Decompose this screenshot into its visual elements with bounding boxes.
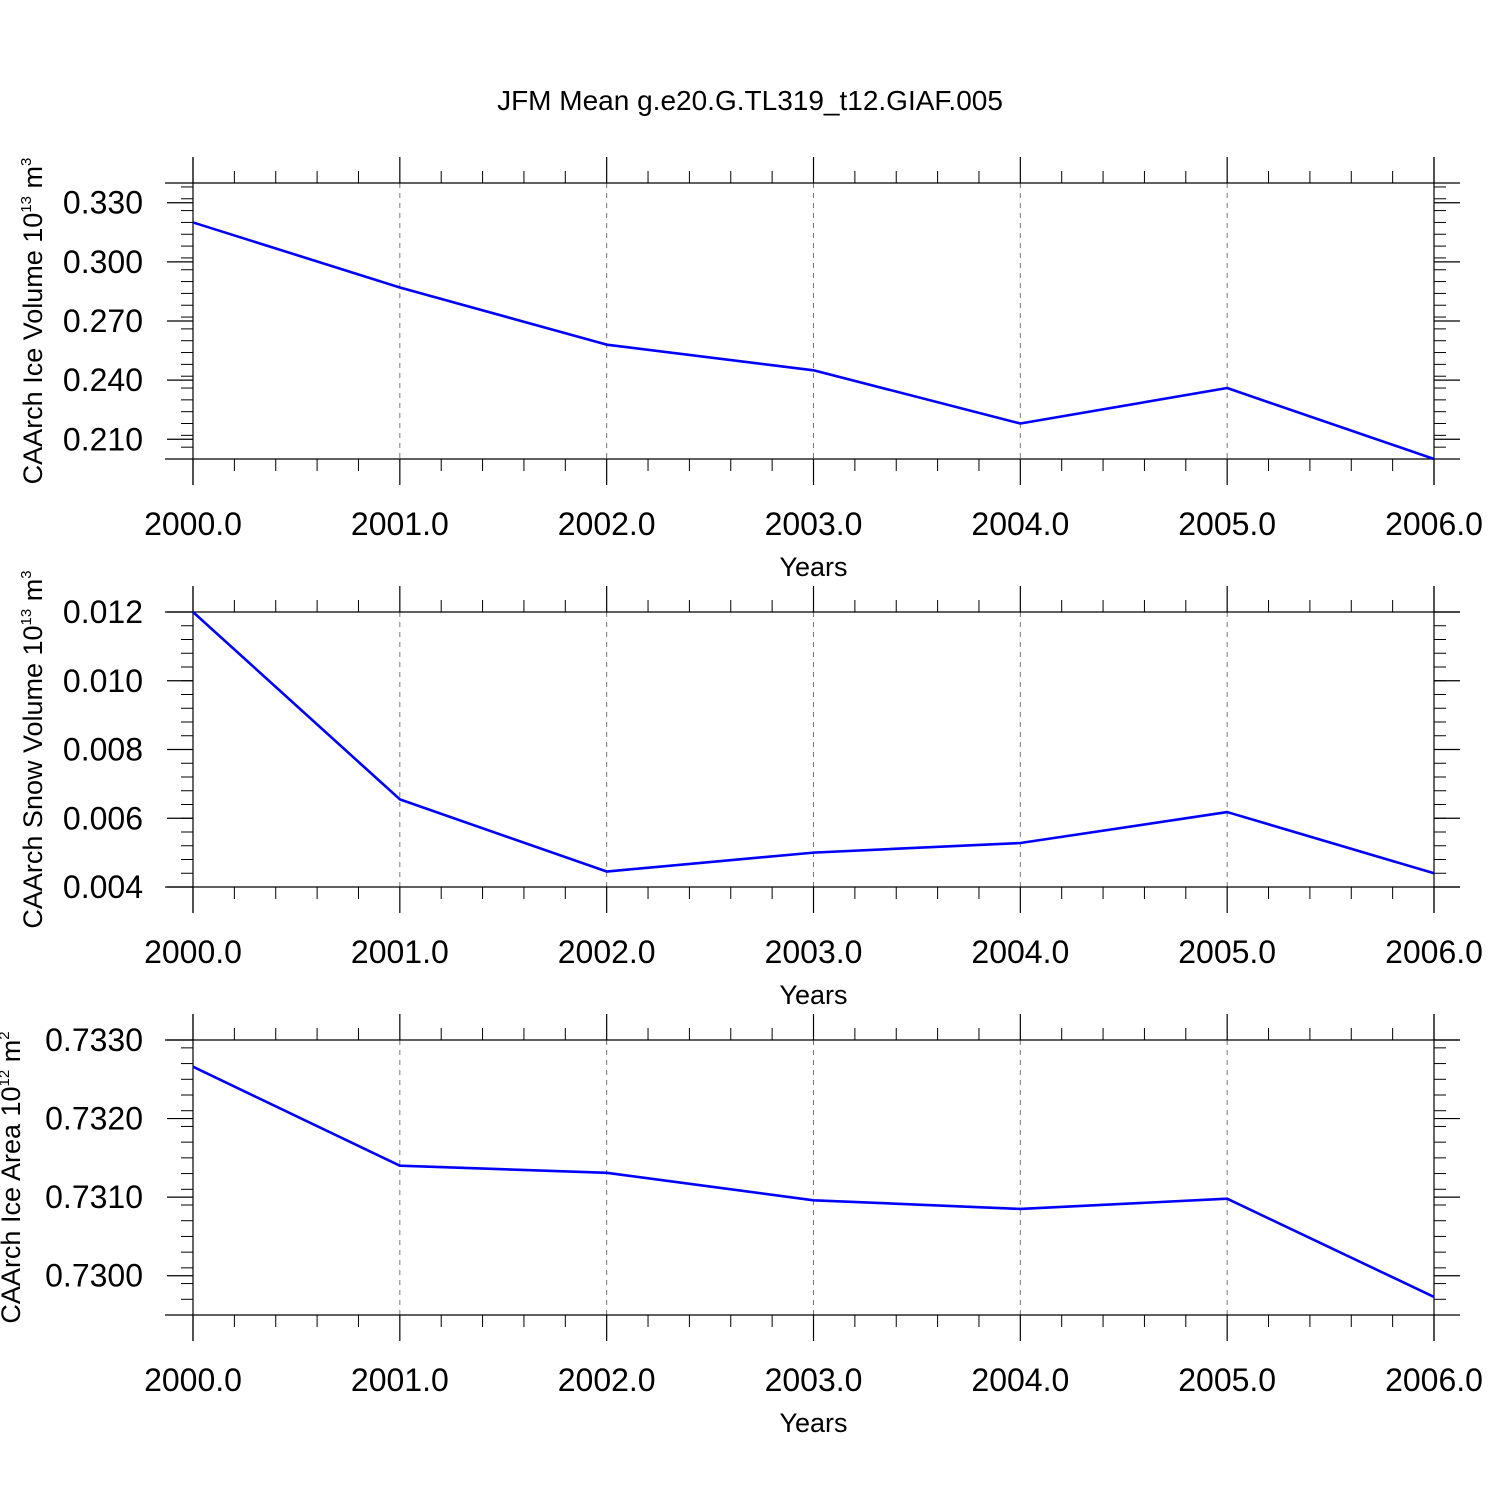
y-tick-label: 0.300 xyxy=(63,244,143,280)
y-tick-label: 0.330 xyxy=(63,185,143,221)
chart-panel-2: 2000.0 2001.0 2002.0 2003.0 2004.0 2005.0 2006… xyxy=(18,570,1483,1010)
x-tick-label: 2004.0 xyxy=(971,934,1069,970)
x-tick-label: 2002.0 xyxy=(558,506,656,542)
y-axis-label-superscript: 3 xyxy=(18,158,35,166)
x-tick-label: 2005.0 xyxy=(1178,1362,1276,1398)
y-tick-label: 0.006 xyxy=(63,800,143,836)
x-tick-label: 2003.0 xyxy=(765,506,863,542)
x-tick-label: 2001.0 xyxy=(351,934,449,970)
y-tick-label: 0.240 xyxy=(63,362,143,398)
x-axis-label: Years xyxy=(779,1408,847,1438)
y-axis-label-text: m xyxy=(18,579,48,609)
y-tick-label: 0.008 xyxy=(63,732,143,768)
y-axis-label-superscript: 2 xyxy=(0,1031,13,1039)
y-axis-label-text: CAArch Ice Area 10 xyxy=(0,1086,26,1323)
x-tick-label: 2006.0 xyxy=(1385,1362,1483,1398)
x-tick-label: 2003.0 xyxy=(765,934,863,970)
y-tick-label: 0.270 xyxy=(63,303,143,339)
page-title: JFM Mean g.e20.G.TL319_t12.GIAF.005 xyxy=(497,85,1003,116)
x-tick-label: 2000.0 xyxy=(144,1362,242,1398)
y-axis-label: CAArch Ice Volume 1013 m3 xyxy=(18,158,48,485)
x-tick-label: 2002.0 xyxy=(558,1362,656,1398)
y-axis-label-superscript: 12 xyxy=(0,1070,13,1087)
y-axis-label-text: m xyxy=(0,1040,26,1070)
y-tick-label: 0.012 xyxy=(63,594,143,630)
y-axis-label: CAArch Ice Area 1012 m2 xyxy=(0,1031,26,1323)
x-tick-label: 2002.0 xyxy=(558,934,656,970)
x-tick-label: 2000.0 xyxy=(144,506,242,542)
x-tick-label: 2006.0 xyxy=(1385,934,1483,970)
x-axis-label: Years xyxy=(779,552,847,582)
x-tick-label: 2005.0 xyxy=(1178,934,1276,970)
y-axis-label-superscript: 13 xyxy=(18,196,35,213)
y-tick-label: 0.010 xyxy=(63,663,143,699)
chart-panel-1: 2000.0 2001.0 2002.0 2003.0 2004.0 2005.0 2006… xyxy=(18,157,1483,582)
x-axis-label: Years xyxy=(779,980,847,1010)
y-axis-label-superscript: 13 xyxy=(18,609,35,626)
x-tick-label: 2000.0 xyxy=(144,934,242,970)
x-tick-label: 2005.0 xyxy=(1178,506,1276,542)
x-tick-label: 2003.0 xyxy=(765,1362,863,1398)
y-tick-label: 0.7300 xyxy=(45,1258,143,1294)
x-tick-label: 2006.0 xyxy=(1385,506,1483,542)
y-axis-label-text: CAArch Ice Volume 10 xyxy=(18,213,48,485)
y-tick-label: 0.7330 xyxy=(45,1022,143,1058)
y-tick-label: 0.7320 xyxy=(45,1101,143,1137)
y-axis-label-text: CAArch Snow Volume 10 xyxy=(18,625,48,928)
x-tick-label: 2001.0 xyxy=(351,1362,449,1398)
y-tick-label: 0.004 xyxy=(63,869,143,905)
x-tick-label: 2001.0 xyxy=(351,506,449,542)
y-axis-label-text: m xyxy=(18,166,48,196)
x-tick-label: 2004.0 xyxy=(971,1362,1069,1398)
y-tick-label: 0.210 xyxy=(63,421,143,457)
x-tick-label: 2004.0 xyxy=(971,506,1069,542)
y-tick-label: 0.7310 xyxy=(45,1179,143,1215)
chart-panel-3: 2000.0 2001.0 2002.0 2003.0 2004.0 2005.0 2006… xyxy=(0,1014,1483,1438)
y-axis-label-superscript: 3 xyxy=(18,570,35,578)
y-axis-label: CAArch Snow Volume 1013 m3 xyxy=(18,570,48,928)
